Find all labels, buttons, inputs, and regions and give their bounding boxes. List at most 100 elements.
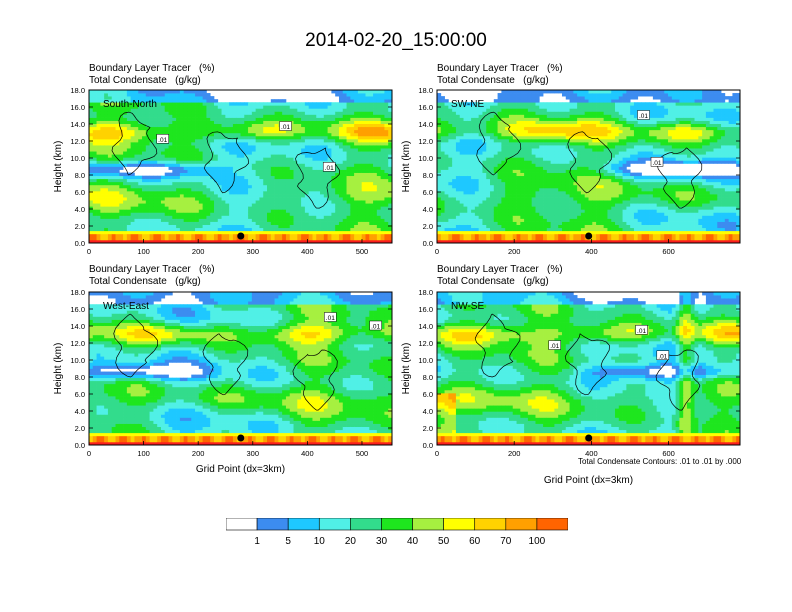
- heat-cell: [350, 145, 355, 149]
- heat-cell: [373, 120, 378, 125]
- heat-cell: [459, 178, 464, 183]
- heat-cell: [149, 190, 154, 195]
- heat-cell: [191, 178, 196, 183]
- heat-cell: [191, 93, 196, 97]
- heat-cell: [244, 203, 249, 207]
- heat-cell: [96, 148, 101, 152]
- heat-cell: [440, 111, 445, 115]
- heat-cell: [138, 145, 143, 149]
- heat-cell: [440, 117, 445, 121]
- heat-cell: [388, 218, 392, 222]
- heat-cell: [320, 197, 325, 201]
- heat-cell: [202, 117, 207, 121]
- heat-cell: [111, 178, 116, 183]
- heat-cell: [130, 215, 135, 219]
- heat-cell: [501, 233, 506, 238]
- heat-cell: [187, 190, 192, 195]
- heat-cell: [115, 190, 120, 195]
- heat-cell: [142, 175, 147, 180]
- heat-cell: [323, 108, 328, 112]
- heat-cell: [497, 175, 502, 180]
- heat-cell: [104, 105, 109, 109]
- heat-cell: [270, 172, 275, 177]
- heat-cell: [248, 126, 253, 131]
- heat-cell: [455, 224, 461, 229]
- heat-cell: [149, 200, 154, 204]
- heat-cell: [301, 218, 306, 222]
- heat-cell: [493, 163, 498, 167]
- heat-cell: [501, 230, 506, 235]
- heat-cell: [474, 206, 480, 210]
- heat-cell: [278, 102, 283, 106]
- heat-cell: [365, 203, 370, 207]
- heat-cell: [365, 111, 370, 115]
- heat-cell: [342, 151, 347, 155]
- heat-cell: [331, 157, 336, 161]
- heat-cell: [164, 212, 169, 216]
- heat-cell: [342, 187, 347, 192]
- heat-cell: [335, 169, 340, 173]
- heat-cell: [437, 172, 442, 177]
- heat-cell: [92, 142, 97, 146]
- heat-cell: [255, 163, 260, 167]
- heat-cell: [263, 114, 268, 118]
- heat-cell: [331, 108, 336, 112]
- heat-cell: [130, 99, 135, 103]
- heat-cell: [202, 114, 207, 118]
- heat-cell: [350, 132, 355, 137]
- heat-cell: [160, 209, 166, 213]
- heat-cell: [263, 148, 268, 152]
- heat-cell: [505, 96, 510, 100]
- heat-cell: [437, 160, 442, 164]
- heat-cell: [164, 93, 169, 97]
- heat-cell: [452, 169, 457, 173]
- heat-cell: [191, 129, 196, 134]
- heat-cell: [92, 117, 97, 121]
- heat-cell: [100, 178, 105, 183]
- heat-cell: [164, 227, 169, 232]
- heat-cell: [459, 138, 464, 143]
- heat-cell: [244, 120, 249, 125]
- heat-cell: [335, 212, 340, 216]
- y-tick-label: 16.0: [70, 103, 85, 112]
- heat-cell: [293, 129, 298, 134]
- heat-cell: [263, 203, 268, 207]
- heat-cell: [259, 221, 264, 225]
- heat-cell: [297, 224, 302, 229]
- heat-cell: [142, 105, 147, 109]
- heat-cell: [301, 126, 306, 131]
- heat-cell: [486, 160, 491, 164]
- heat-cell: [164, 221, 169, 225]
- heat-cell: [187, 178, 192, 183]
- heat-cell: [293, 203, 298, 207]
- heat-cell: [213, 105, 219, 109]
- heat-cell: [149, 230, 154, 235]
- heat-cell: [512, 145, 517, 149]
- heat-cell: [323, 230, 328, 235]
- heat-cell: [437, 154, 442, 158]
- heat-cell: [384, 209, 389, 213]
- heat-cell: [482, 108, 487, 112]
- heat-cell: [187, 111, 192, 115]
- heat-cell: [142, 148, 147, 152]
- heat-cell: [508, 138, 514, 143]
- heat-cell: [248, 187, 253, 192]
- heat-cell: [195, 215, 200, 219]
- heat-cell: [474, 184, 480, 189]
- heat-cell: [236, 190, 241, 195]
- heat-cell: [164, 194, 169, 198]
- heat-cell: [96, 114, 101, 118]
- heat-cell: [320, 105, 325, 109]
- heat-cell: [217, 181, 222, 186]
- heat-cell: [380, 230, 385, 235]
- heat-cell: [478, 175, 483, 180]
- heat-cell: [160, 96, 166, 100]
- heat-cell: [270, 138, 275, 143]
- heat-cell: [248, 206, 253, 210]
- heat-cell: [376, 233, 381, 238]
- heat-cell: [244, 230, 249, 235]
- heat-cell: [183, 160, 188, 164]
- heat-cell: [384, 184, 389, 189]
- heat-cell: [255, 187, 260, 192]
- heat-cell: [229, 206, 234, 210]
